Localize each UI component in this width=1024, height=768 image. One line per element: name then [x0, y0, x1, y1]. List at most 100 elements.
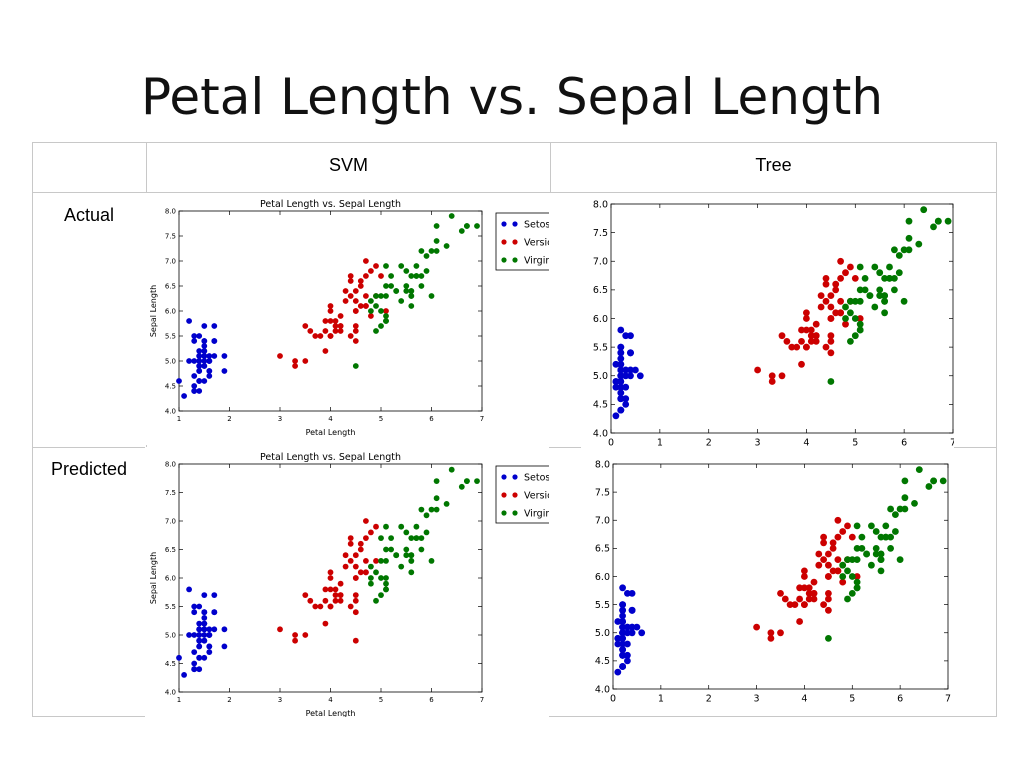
- data-point: [373, 558, 379, 564]
- series-class-2: [827, 206, 952, 385]
- data-point: [186, 318, 192, 324]
- data-point: [201, 637, 208, 644]
- data-point: [342, 552, 349, 559]
- data-point: [891, 246, 898, 254]
- data-point: [352, 298, 359, 304]
- data-point: [901, 505, 909, 513]
- data-point: [368, 268, 374, 274]
- data-point: [211, 592, 218, 598]
- data-point: [901, 477, 909, 485]
- legend-label: Versicolor: [524, 238, 549, 249]
- data-point: [383, 575, 389, 581]
- data-point: [206, 643, 213, 650]
- scatter-plot-tree-predicted: 0 1 2 3 4 5 6 7 4.0 4.5 5.0 5.5 6.0 6.5 7.0 7.5 8.0: [595, 459, 951, 705]
- data-point: [413, 273, 420, 279]
- y-tick-label: 7.5: [595, 487, 610, 498]
- legend-marker: [512, 510, 518, 516]
- data-point: [853, 573, 861, 580]
- data-point: [322, 620, 329, 627]
- data-point: [221, 353, 228, 359]
- y-tick-label: 6.0: [165, 307, 176, 315]
- data-point: [881, 297, 888, 305]
- data-point: [337, 580, 344, 587]
- data-point: [332, 328, 339, 334]
- data-point: [408, 552, 415, 559]
- data-point: [408, 569, 415, 576]
- data-point: [347, 540, 354, 547]
- data-point: [191, 388, 198, 394]
- data-point: [368, 313, 374, 319]
- data-point: [428, 248, 435, 254]
- data-point: [317, 333, 324, 339]
- data-point: [423, 529, 430, 536]
- data-point: [322, 586, 329, 593]
- data-point: [881, 292, 888, 299]
- data-point: [191, 603, 198, 610]
- data-point: [186, 358, 192, 364]
- data-point: [820, 533, 827, 541]
- data-point: [798, 326, 805, 334]
- data-point: [853, 578, 861, 586]
- data-point: [858, 545, 866, 552]
- series-virginica: [352, 213, 480, 369]
- data-point: [628, 623, 636, 631]
- legend-marker: [512, 239, 518, 245]
- data-point: [201, 632, 208, 638]
- data-point: [619, 601, 626, 608]
- series-versicolor: [277, 258, 389, 369]
- data-point: [332, 323, 339, 329]
- data-point: [624, 623, 631, 631]
- data-point: [612, 412, 620, 420]
- data-point: [206, 626, 213, 633]
- data-point: [825, 590, 832, 597]
- data-point: [851, 315, 859, 322]
- data-point: [403, 546, 410, 553]
- data-point: [930, 223, 937, 231]
- data-point: [876, 292, 884, 299]
- data-point: [196, 333, 203, 339]
- y-tick-label: 6.0: [595, 572, 610, 583]
- data-point: [403, 283, 410, 289]
- data-point: [373, 303, 379, 309]
- data-point: [347, 273, 354, 279]
- data-point: [619, 646, 626, 653]
- data-point: [357, 569, 364, 576]
- x-tick-label: 3: [755, 438, 761, 449]
- data-point: [851, 332, 859, 340]
- data-point: [378, 308, 384, 314]
- data-point: [363, 535, 369, 541]
- y-tick-label: 5.5: [165, 603, 176, 611]
- data-point: [614, 668, 622, 676]
- data-point: [767, 629, 775, 637]
- y-tick-label: 6.5: [165, 546, 176, 554]
- data-point: [911, 500, 918, 507]
- data-point: [622, 372, 630, 380]
- data-point: [871, 263, 879, 271]
- data-point: [617, 360, 625, 368]
- data-point: [363, 293, 369, 299]
- data-point: [342, 563, 349, 570]
- data-point: [796, 584, 803, 592]
- legend: Setosa Versicolor Virginica: [495, 465, 549, 524]
- x-axis-label: Petal Length: [306, 428, 356, 437]
- data-point: [413, 535, 420, 541]
- x-tick-label: 2: [706, 694, 712, 705]
- legend-marker: [501, 257, 507, 263]
- data-point: [798, 338, 805, 345]
- data-point: [877, 533, 885, 541]
- data-point: [777, 629, 784, 637]
- data-point: [388, 546, 394, 553]
- data-point: [614, 640, 622, 648]
- data-point: [807, 326, 815, 334]
- data-point: [403, 268, 410, 274]
- data-point: [886, 275, 893, 282]
- y-tick-label: 4.5: [593, 400, 608, 411]
- data-point: [322, 597, 329, 604]
- data-point: [464, 478, 470, 484]
- data-point: [822, 343, 830, 351]
- data-point: [423, 268, 430, 274]
- data-point: [383, 318, 389, 324]
- data-point: [408, 535, 415, 541]
- data-point: [378, 592, 384, 598]
- data-point: [863, 550, 870, 558]
